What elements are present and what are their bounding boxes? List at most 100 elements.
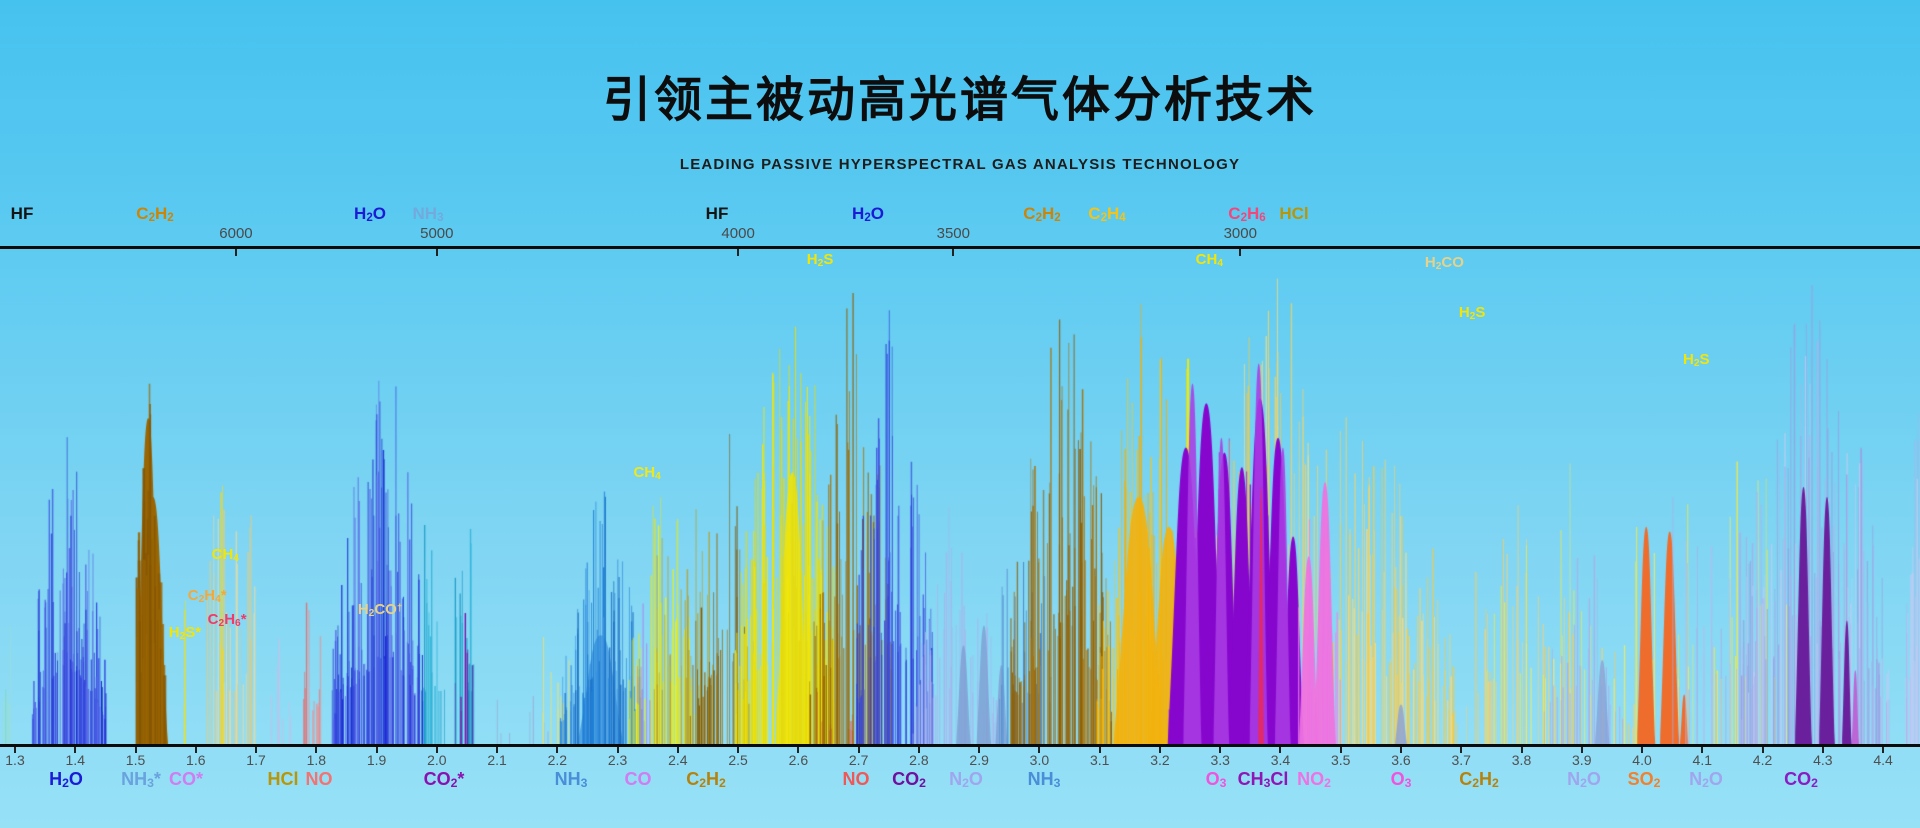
gas-label-bottom-CO2: CO2 xyxy=(1784,769,1818,791)
wavelength-tick xyxy=(1219,747,1222,753)
wavelength-tick-label: 2.8 xyxy=(909,752,929,768)
wavelength-tick xyxy=(737,747,740,753)
gas-label-top-C2H2: C2H2 xyxy=(1023,204,1061,225)
gas-label-top-H2O: H2O xyxy=(354,204,386,225)
gas-label-bottom-N2O: N2O xyxy=(949,769,983,791)
wavelength-tick xyxy=(1158,747,1161,753)
wavelength-tick-label: 3.4 xyxy=(1270,752,1291,768)
gas-label-bottom-N2O: N2O xyxy=(1567,769,1601,791)
gas-label-bottom-NO: NO xyxy=(305,769,333,789)
wavenumber-tick xyxy=(1239,249,1242,256)
wavelength-tick xyxy=(556,747,559,753)
wavelength-tick-label: 3.7 xyxy=(1451,752,1471,768)
wavelength-tick-label: 3.9 xyxy=(1572,752,1592,768)
gas-label-plot-CH4: CH4 xyxy=(1195,251,1224,269)
wavelength-tick-label: 2.9 xyxy=(969,752,989,768)
gas-label-bottom-SO2: SO2 xyxy=(1627,769,1661,791)
gas-label-plot-CH4: CH4 xyxy=(633,464,661,482)
wavelength-tick-label: 2.0 xyxy=(427,752,447,768)
wavelength-tick-label: 1.5 xyxy=(125,752,146,768)
gas-label-bottom-CO2: CO2 xyxy=(892,769,926,791)
gas-label-top-C2H4: C2H4 xyxy=(1088,204,1126,225)
gas-label-bottom-CH3Cl: CH3Cl xyxy=(1237,769,1289,791)
gas-label-bottom-CO2: CO2* xyxy=(423,769,465,791)
wavelength-tick xyxy=(797,747,800,753)
wavelength-tick-label: 1.6 xyxy=(186,752,206,768)
wavelength-tick xyxy=(1761,747,1764,753)
wavelength-tick-label: 2.3 xyxy=(607,752,628,768)
wavelength-tick-label: 4.0 xyxy=(1632,752,1652,768)
wavelength-tick-label: 1.7 xyxy=(246,752,266,768)
wavenumber-tick-label: 5000 xyxy=(420,225,454,242)
wavelength-tick-label: 4.2 xyxy=(1752,752,1773,768)
wavelength-tick xyxy=(255,747,258,753)
gas-label-bottom-NH3: NH3 xyxy=(1027,769,1061,791)
wavelength-tick xyxy=(1399,747,1402,753)
wavenumber-tick-label: 3000 xyxy=(1223,225,1257,242)
gas-label-plot-H2S: H2S xyxy=(1682,351,1710,369)
gas-label-top-HCl: HCl xyxy=(1279,204,1309,223)
wavelength-tick-label: 4.1 xyxy=(1692,752,1712,768)
wavelength-tick xyxy=(676,747,679,753)
wavelength-tick xyxy=(194,747,197,753)
spectrum-plot xyxy=(0,250,1920,744)
wavelength-tick xyxy=(1882,747,1885,753)
wavelength-tick-label: 2.2 xyxy=(547,752,568,768)
wavelength-tick xyxy=(1520,747,1523,753)
wavelength-tick-label: 3.6 xyxy=(1391,752,1411,768)
wavelength-tick xyxy=(315,747,318,753)
gas-label-plot-C2H4: C2H4* xyxy=(187,587,227,605)
gas-label-plot-H2CO: H2CO† xyxy=(357,601,403,619)
gas-label-bottom-O3: O3 xyxy=(1390,769,1412,791)
wavelength-tick-label: 3.8 xyxy=(1511,752,1532,768)
wavelength-tick xyxy=(74,747,77,753)
gas-label-plot-H2CO: H2CO xyxy=(1424,254,1464,272)
wavenumber-tick-label: 6000 xyxy=(219,225,253,242)
wavelength-tick xyxy=(1339,747,1342,753)
wavelength-tick-label: 3.1 xyxy=(1089,752,1110,768)
wavelength-tick-label: 1.3 xyxy=(5,752,25,768)
wavelength-tick-label: 3.5 xyxy=(1330,752,1351,768)
gas-label-top-HF: HF xyxy=(10,204,34,223)
wavelength-tick xyxy=(496,747,499,753)
wavenumber-tick xyxy=(952,249,955,256)
wavelength-tick xyxy=(616,747,619,753)
wavenumber-tick xyxy=(435,249,438,256)
gas-label-bottom-HCl: HCl xyxy=(267,769,299,789)
gas-label-bottom-NH3: NH3* xyxy=(121,769,161,791)
gas-label-bottom-C2H2: C2H2 xyxy=(1459,769,1499,791)
gas-label-top-NH3: NH3 xyxy=(412,204,444,225)
wavelength-tick-label: 2.6 xyxy=(788,752,809,768)
gas-label-bottom-N2O: N2O xyxy=(1689,769,1723,791)
wavelength-tick xyxy=(1098,747,1101,753)
wavelength-tick xyxy=(134,747,137,753)
page-title: 引领主被动高光谱气体分析技术 xyxy=(602,74,1317,127)
gas-label-plot-CH4: CH4 xyxy=(211,546,239,564)
gas-label-top-C2H6: C2H6 xyxy=(1228,204,1266,225)
wavelength-tick xyxy=(375,747,378,753)
wavelength-tick xyxy=(1038,747,1041,753)
gas-label-plot-H2S: H2S xyxy=(806,251,834,269)
wavelength-tick xyxy=(978,747,981,753)
gas-label-bottom-O3: O3 xyxy=(1205,769,1227,791)
wavelength-tick-label: 3.0 xyxy=(1029,752,1050,768)
gas-label-bottom-C2H2: C2H2 xyxy=(686,769,726,791)
gas-label-bottom-NH3: NH3 xyxy=(554,769,588,791)
gas-label-bottom-NO2: NO2 xyxy=(1297,769,1331,791)
gas-label-bottom-H2O: H2O xyxy=(49,769,83,791)
wavelength-tick xyxy=(1580,747,1583,753)
wavelength-tick-label: 2.7 xyxy=(848,752,869,768)
wavelength-tick xyxy=(1701,747,1704,753)
wavenumber-tick xyxy=(234,249,237,256)
wavelength-tick xyxy=(1279,747,1282,753)
wavelength-tick-label: 4.4 xyxy=(1873,752,1893,768)
wavelength-tick xyxy=(1821,747,1824,753)
gas-label-bottom-CO: CO xyxy=(624,769,652,789)
wavelength-axis-line xyxy=(0,744,1920,747)
wavelength-tick-label: 2.4 xyxy=(668,752,688,768)
wavenumber-axis-line xyxy=(0,246,1920,249)
gas-label-plot-H2S: H2S xyxy=(1458,304,1486,322)
wavelength-tick xyxy=(1460,747,1463,753)
wavelength-tick-label: 4.3 xyxy=(1813,752,1833,768)
